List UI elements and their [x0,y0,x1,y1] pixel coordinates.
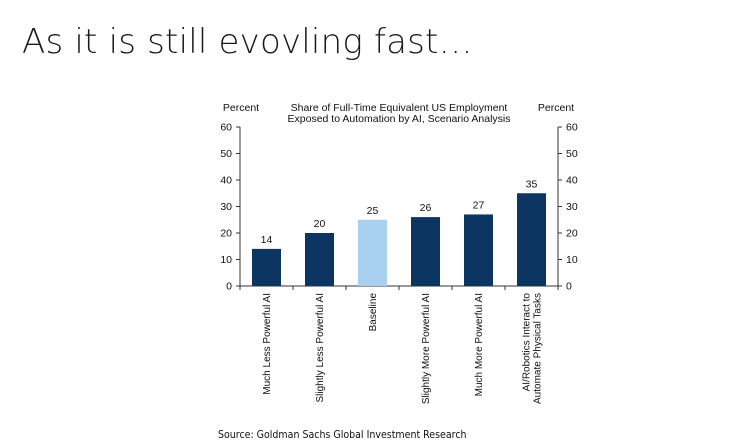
bar-value-label: 14 [261,234,273,246]
category-label: Slightly Less Powerful AI [315,293,326,403]
category-labels: Much Less Powerful AI Slightly Less Power… [239,286,559,404]
category-label: Baseline [368,293,379,332]
y-tick-label-left: 0 [226,281,232,293]
category-label: AI/Robotics Interact to [522,293,533,392]
chart-title-line: Share of Full-Time Equivalent US Employm… [291,102,508,114]
category-label: Automate Physical Tasks [533,293,544,404]
bar-value-label: 35 [526,178,538,190]
y-tick-label-right: 60 [566,122,578,134]
y-tick-label-left: 30 [220,201,232,213]
bars [252,193,546,286]
y-tick-label-right: 30 [566,201,578,213]
y-tick-label-right: 10 [566,254,578,266]
y-tick-label-right: 0 [566,281,572,293]
bar [358,219,387,286]
y-axis-label-left: Percent [223,102,259,114]
bar-value-label: 20 [314,218,326,230]
y-tick-label-left: 40 [220,175,232,187]
bar [252,248,281,286]
axes: 0 0 10 10 20 20 30 30 40 40 50 50 60 60 [220,122,578,293]
bar [411,217,440,286]
y-tick-label-right: 40 [566,175,578,187]
bar-value-label: 27 [473,199,485,211]
y-tick-label-right: 20 [566,228,578,240]
category-label: Slightly More Powerful AI [421,293,432,404]
bar [305,233,334,286]
bar-value-label: 26 [420,202,432,214]
chart-title: Share of Full-Time Equivalent US Employm… [288,102,511,125]
category-label: Much More Powerful AI [474,293,485,396]
y-tick-label-left: 20 [220,228,232,240]
chart-title-line: Exposed to Automation by AI, Scenario An… [288,113,511,125]
slide-title: As it is still evovling fast… [22,22,473,62]
bar [517,193,546,286]
data-labels: 14 20 25 26 27 35 [261,178,538,246]
source-note: Source: Goldman Sachs Global Investment … [218,428,467,441]
y-tick-label-left: 10 [220,254,232,266]
category-label: Much Less Powerful AI [262,293,273,395]
y-tick-label-right: 50 [566,148,578,160]
y-axis-label-right: Percent [538,102,574,114]
y-tick-label-left: 60 [220,122,232,134]
bar [464,214,493,286]
y-tick-label-left: 50 [220,148,232,160]
bar-value-label: 25 [367,205,379,217]
